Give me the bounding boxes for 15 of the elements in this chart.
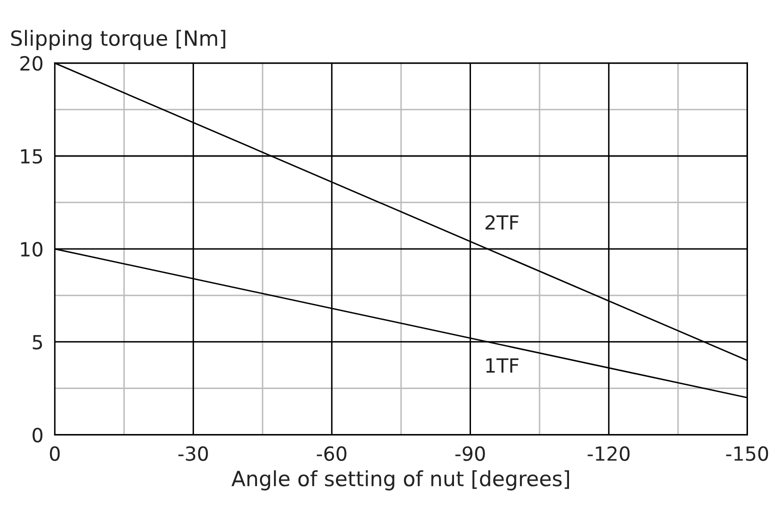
- x-tick-label: -90: [455, 446, 485, 461]
- x-tick-label: -120: [588, 446, 630, 461]
- x-tick-label: 0: [50, 446, 60, 461]
- x-tick-label: -60: [316, 446, 346, 461]
- y-tick-label: 15: [21, 149, 42, 164]
- y-tick-label: 20: [20, 56, 42, 71]
- x-tick-label: -30: [178, 446, 208, 461]
- y-axis-title: Slipping torque [Nm]: [11, 30, 226, 50]
- y-tick-label: 0: [32, 428, 42, 442]
- y-tick-label: 5: [32, 335, 42, 350]
- x-tick-label: -150: [726, 446, 768, 461]
- x-axis-title: Angle of setting of nut [degrees]: [231, 470, 569, 490]
- y-tick-label: 10: [21, 242, 42, 257]
- series-label: 2TF: [486, 215, 518, 230]
- series-label: 1TF: [486, 358, 518, 373]
